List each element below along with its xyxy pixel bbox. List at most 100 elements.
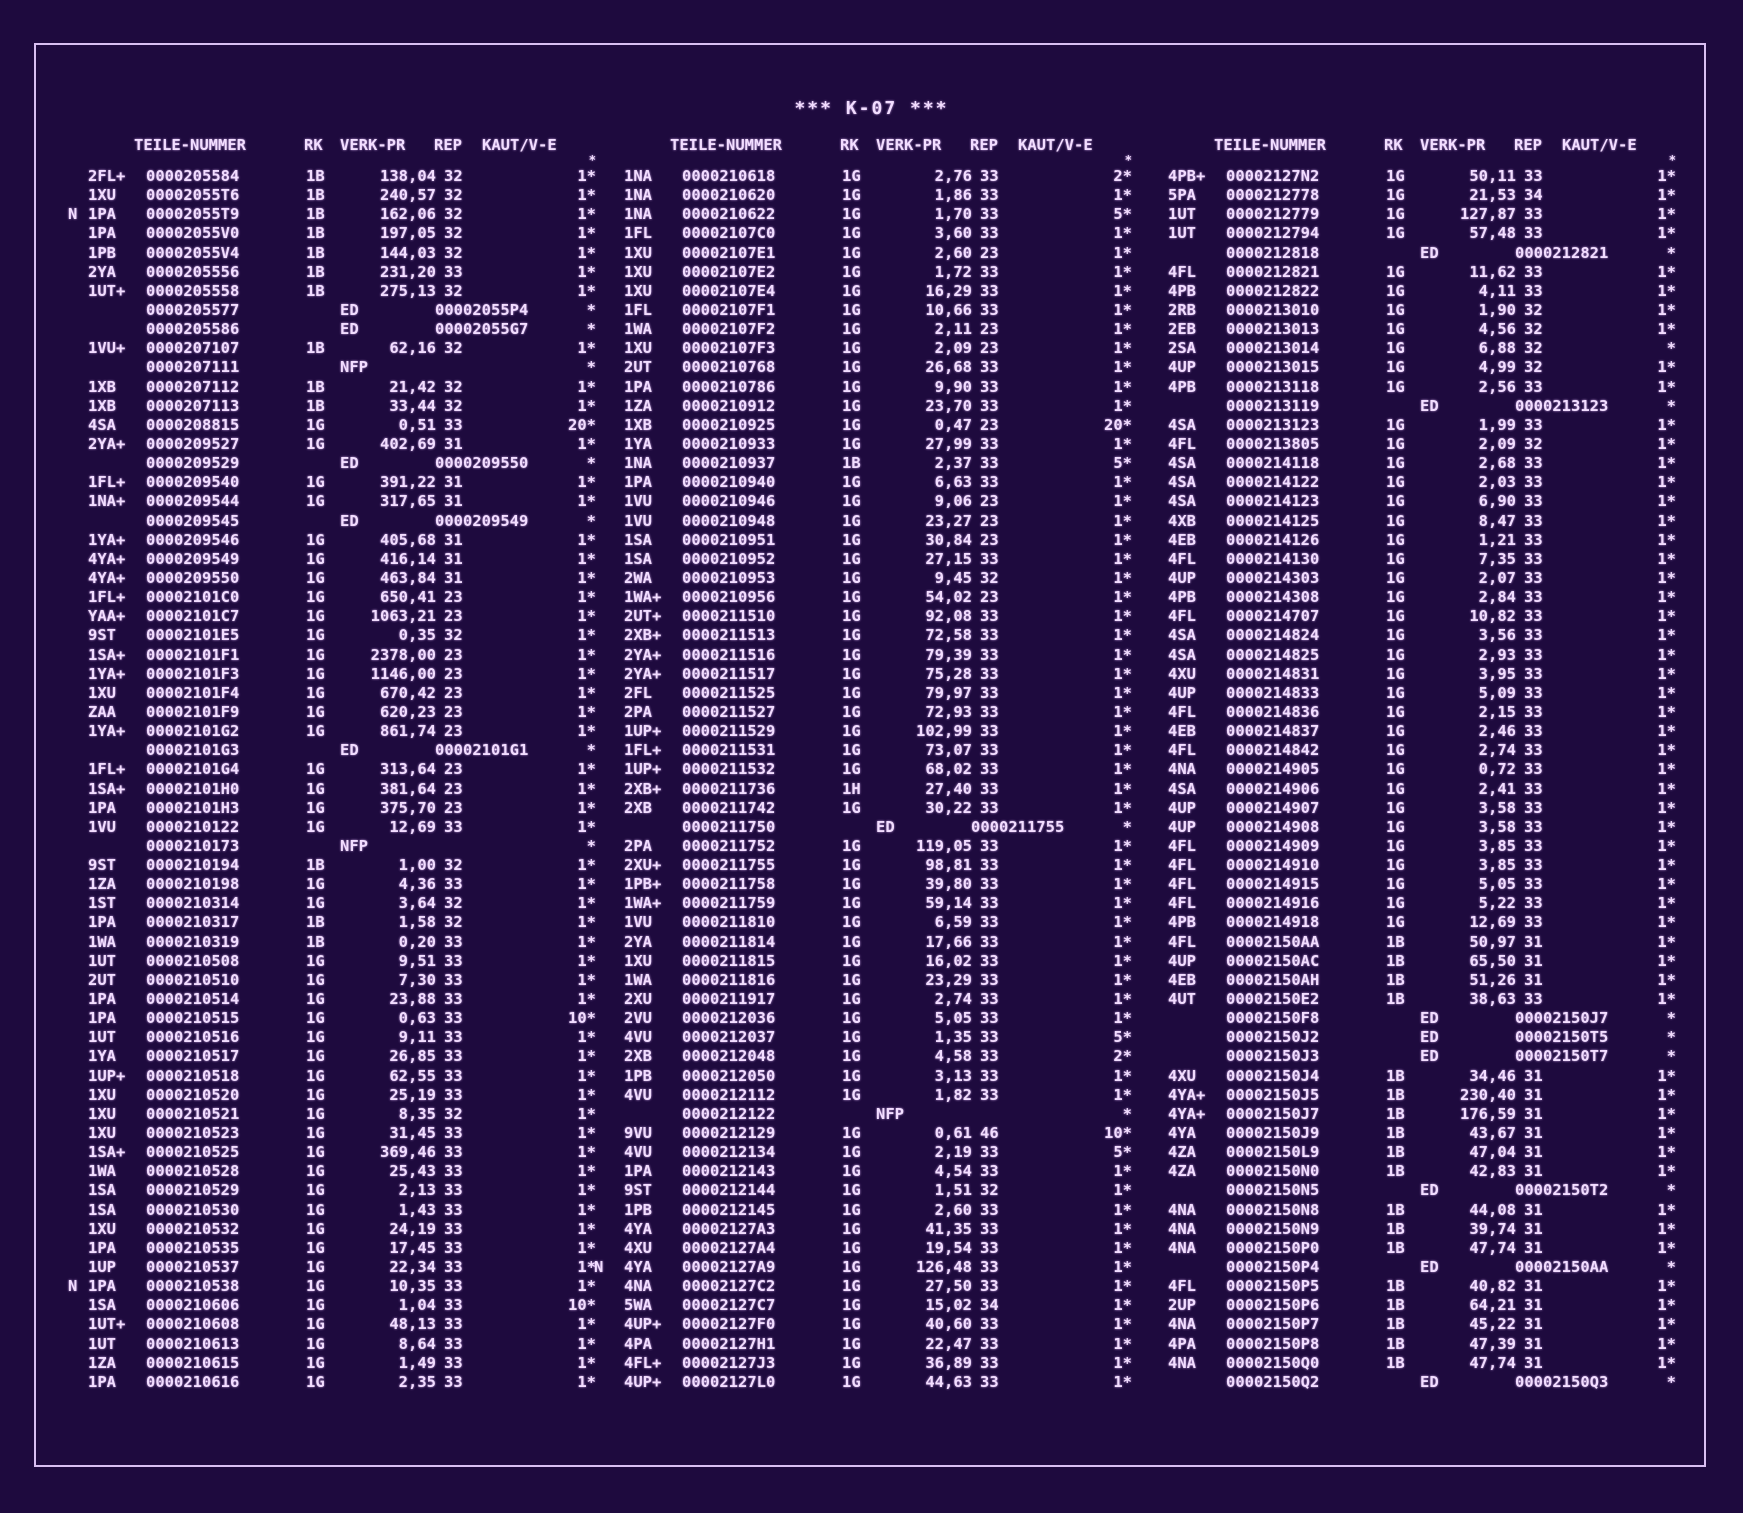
rk-code: 1G (1386, 492, 1405, 511)
status: ED (340, 741, 359, 760)
quantity-marker: 1* (577, 434, 596, 453)
quantity-marker: 1* (1657, 377, 1676, 396)
rk-code: 1G (1386, 320, 1405, 339)
rep-code: 33 (980, 262, 999, 281)
prefix: 5WA (624, 1296, 652, 1315)
price: 2,13 (398, 1181, 436, 1200)
quantity-marker: 1* (1657, 990, 1676, 1009)
rk-code: 1G (306, 1296, 325, 1315)
prefix: 1NA (624, 205, 652, 224)
rk-code: 1G (842, 300, 861, 319)
rep-code: 32 (444, 894, 463, 913)
quantity-marker: * (1666, 1372, 1676, 1391)
price: 30,22 (925, 798, 972, 817)
quantity-marker: 1* (1657, 645, 1676, 664)
quantity-marker: 1* (1657, 568, 1676, 587)
quantity-marker: 1* (577, 683, 596, 702)
quantity-marker: 1* (1113, 779, 1132, 798)
quantity-marker: 1* (1113, 951, 1132, 970)
quantity-marker: 1* (577, 262, 596, 281)
part-number: 0000211816 (682, 970, 776, 989)
rep-code: 23 (444, 722, 463, 741)
rk-code: 1B (1386, 1104, 1405, 1123)
rep-code: 32 (1524, 320, 1543, 339)
quantity-marker: 1* (577, 664, 596, 683)
rk-code: 1B (1386, 1238, 1405, 1257)
status: ED (1420, 1181, 1439, 1200)
part-number: 0000214907 (1226, 798, 1320, 817)
price: 3,85 (1478, 836, 1516, 855)
price: 1,70 (934, 205, 972, 224)
rk-code: 1G (1386, 645, 1405, 664)
part-number: 0000209550 (146, 568, 240, 587)
prefix: 4NA (1168, 760, 1196, 779)
prefix: 4UP+ (624, 1372, 662, 1391)
part-number: 0000210620 (682, 186, 776, 205)
quantity-marker: 1* (1113, 856, 1132, 875)
rep-code: 33 (1524, 741, 1543, 760)
rk-code: 1B (306, 913, 325, 932)
prefix: 1XU (88, 1124, 116, 1143)
rep-code: 33 (444, 1143, 463, 1162)
price: 0,35 (398, 626, 436, 645)
price: 670,42 (380, 683, 436, 702)
price: 23,70 (925, 396, 972, 415)
part-number: 0000210529 (146, 1181, 240, 1200)
quantity-marker: 1* (1113, 970, 1132, 989)
header-rk: RK (304, 136, 323, 154)
price: 72,58 (925, 626, 972, 645)
status: ED (340, 511, 359, 530)
quantity-marker: 1* (1113, 377, 1132, 396)
prefix: 1SA+ (88, 1143, 126, 1162)
prefix: 1NA (624, 167, 652, 185)
price: 3,56 (1478, 626, 1516, 645)
status: ED (1420, 1009, 1439, 1028)
rk-code: 1G (842, 1353, 861, 1372)
rk-code: 1G (1386, 339, 1405, 358)
price: 11,62 (1469, 262, 1516, 281)
prefix: 9VU (624, 1124, 652, 1143)
price: 62,16 (389, 339, 436, 358)
rep-code: 32 (444, 626, 463, 645)
replacement-number: 00002101G1 (435, 741, 529, 760)
rep-code: 33 (980, 683, 999, 702)
prefix: 1WA (624, 970, 652, 989)
replacement-number: 00002150J7 (1515, 1009, 1609, 1028)
prefix: 1XB (88, 396, 116, 415)
price: 12,69 (1469, 913, 1516, 932)
rk-code: 1G (1386, 913, 1405, 932)
rep-code: 32 (444, 224, 463, 243)
rep-code: 33 (980, 167, 999, 185)
rk-code: 1B (842, 454, 861, 473)
part-number: 00002107C0 (682, 224, 776, 243)
rep-code: 23 (444, 760, 463, 779)
rep-code: 31 (444, 473, 463, 492)
rk-code: 1G (1386, 358, 1405, 377)
rk-code: 1G (306, 1372, 325, 1391)
quantity-marker: 1* (1657, 224, 1676, 243)
price: 402,69 (380, 434, 436, 453)
prefix: 4UP (1168, 951, 1196, 970)
rk-code: 1G (842, 760, 861, 779)
price: 9,45 (934, 568, 972, 587)
quantity-marker: * (586, 300, 596, 319)
price: 2,19 (934, 1143, 972, 1162)
part-number: 00002055V4 (146, 243, 240, 262)
rep-code: 33 (444, 875, 463, 894)
prefix: 4UT (1168, 990, 1196, 1009)
rep-code: 33 (444, 990, 463, 1009)
quantity-marker: * (586, 320, 596, 339)
rk-code: 1B (306, 186, 325, 205)
price: 1,72 (934, 262, 972, 281)
rk-code: 1B (1386, 951, 1405, 970)
quantity-marker: 1* (577, 894, 596, 913)
rep-code: 31 (1524, 1124, 1543, 1143)
prefix: 4NA (1168, 1238, 1196, 1257)
part-number: 00002150P5 (1226, 1277, 1320, 1296)
rk-code: 1G (1386, 607, 1405, 626)
rk-code: 1G (1386, 473, 1405, 492)
rep-code: 31 (444, 568, 463, 587)
quantity-marker: 1* (577, 913, 596, 932)
part-number: 0000210912 (682, 396, 776, 415)
prefix: 1XB (88, 377, 116, 396)
